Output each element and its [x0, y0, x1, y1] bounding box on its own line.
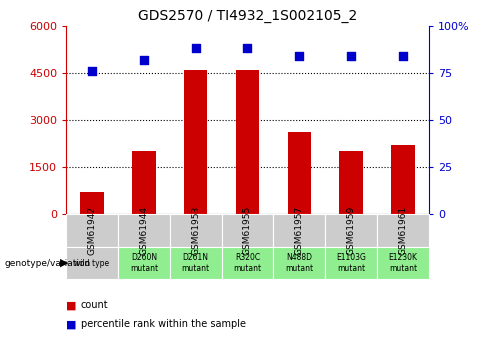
Bar [391, 145, 415, 214]
Bar [325, 214, 377, 247]
Text: GSM61959: GSM61959 [346, 206, 356, 255]
Bar [377, 247, 429, 279]
Bar [221, 214, 273, 247]
Point [88, 68, 96, 74]
Text: GSM61961: GSM61961 [398, 206, 407, 255]
Text: D260N
mutant: D260N mutant [130, 253, 158, 273]
Text: E1230K
mutant: E1230K mutant [389, 253, 417, 273]
Point [244, 46, 251, 51]
Bar [288, 132, 311, 214]
Text: count: count [81, 300, 108, 310]
Bar [118, 247, 170, 279]
Bar [80, 192, 104, 214]
Text: wild type: wild type [74, 258, 110, 268]
Bar [325, 247, 377, 279]
Bar [273, 247, 325, 279]
Bar [273, 214, 325, 247]
Bar [170, 247, 221, 279]
Text: E1103G
mutant: E1103G mutant [336, 253, 366, 273]
Bar [377, 214, 429, 247]
Point [140, 57, 148, 62]
Point [347, 53, 355, 59]
Bar [221, 247, 273, 279]
Text: GSM61944: GSM61944 [139, 206, 148, 255]
Text: N488D
mutant: N488D mutant [285, 253, 313, 273]
Text: GSM61942: GSM61942 [88, 206, 97, 255]
Text: ■: ■ [66, 300, 76, 310]
Text: ▶: ▶ [60, 258, 69, 268]
Point [192, 46, 199, 51]
Text: GSM61955: GSM61955 [243, 206, 252, 255]
Text: percentile rank within the sample: percentile rank within the sample [81, 319, 246, 329]
Text: GSM61953: GSM61953 [191, 206, 200, 255]
Point [295, 53, 303, 59]
Bar [66, 247, 118, 279]
Bar [236, 70, 259, 214]
Bar [184, 70, 207, 214]
Bar [66, 214, 118, 247]
Text: ■: ■ [66, 319, 76, 329]
Text: GSM61957: GSM61957 [295, 206, 304, 255]
Title: GDS2570 / TI4932_1S002105_2: GDS2570 / TI4932_1S002105_2 [138, 9, 357, 23]
Bar [340, 151, 363, 214]
Bar [118, 214, 170, 247]
Text: R320C
mutant: R320C mutant [233, 253, 262, 273]
Bar [170, 214, 221, 247]
Point [399, 53, 407, 59]
Text: D261N
mutant: D261N mutant [182, 253, 210, 273]
Text: genotype/variation: genotype/variation [5, 258, 91, 268]
Bar [132, 151, 155, 214]
